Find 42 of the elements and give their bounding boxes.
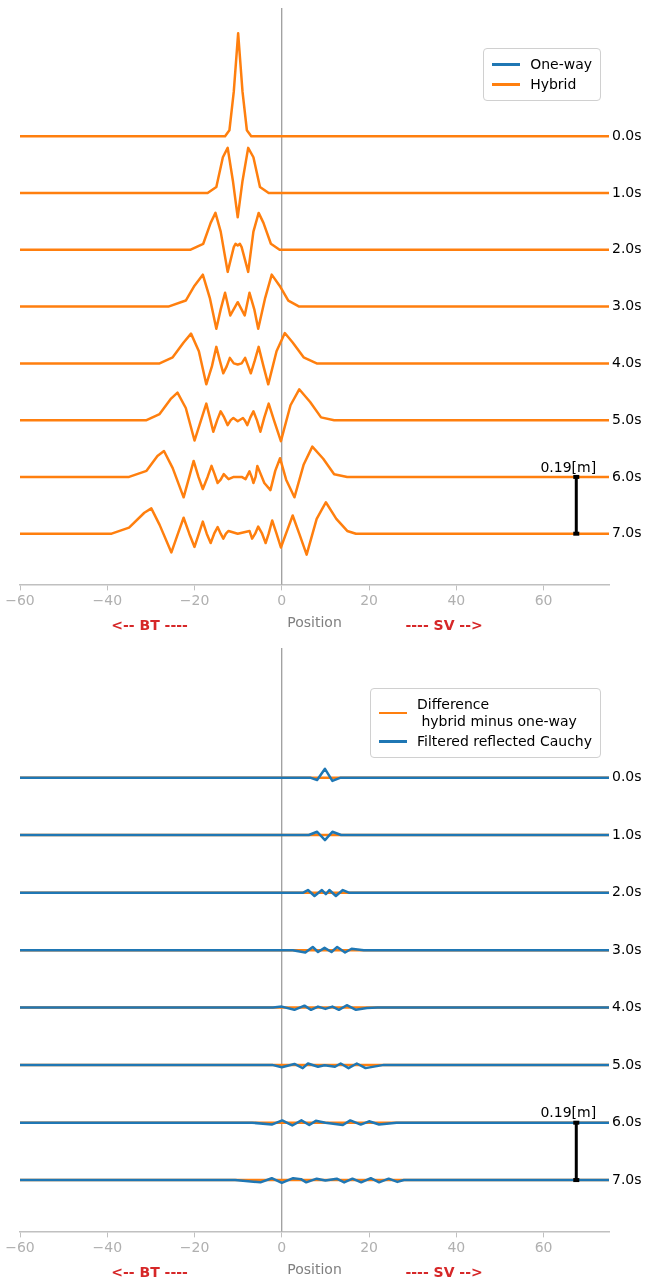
- text: 4.0s: [612, 354, 642, 371]
- legend-label: Hybrid: [530, 76, 577, 93]
- text: 7.0s: [612, 524, 642, 541]
- text: 5.0s: [612, 1055, 642, 1072]
- x-tick-label: −40: [92, 592, 123, 609]
- text: 7.0s: [612, 1170, 642, 1187]
- text: 3.0s: [612, 940, 642, 957]
- text: ---- SV -->: [405, 617, 483, 634]
- annotation: 0.19[m]: [540, 458, 597, 475]
- x-tick-label: 0: [277, 592, 287, 609]
- x-tick-label: 20: [360, 1239, 378, 1256]
- legend-label: One-way: [530, 56, 592, 73]
- text: 2.0s: [612, 240, 642, 257]
- x-tick-label: 40: [447, 1239, 466, 1256]
- x-tick-label: 60: [534, 592, 553, 609]
- text: ---- SV -->: [405, 1264, 483, 1281]
- text: 4.0s: [612, 998, 642, 1015]
- text: 0.0s: [612, 126, 642, 143]
- text: 2.0s: [612, 883, 642, 900]
- text: <-- BT ----: [111, 1264, 189, 1281]
- text: 6.0s: [612, 1113, 642, 1130]
- legend-label: Filtered reflected Cauchy: [416, 733, 592, 750]
- x-tick-label: −20: [179, 1239, 210, 1256]
- text: 1.0s: [612, 825, 642, 842]
- text: 1.0s: [612, 183, 642, 200]
- x-tick-label: 20: [360, 592, 378, 609]
- annotation: 0.19[m]: [540, 1104, 597, 1121]
- x-tick-label: 0: [277, 1239, 287, 1256]
- x-tick-label: 60: [534, 1239, 553, 1256]
- x-axis-title: Position: [287, 614, 342, 631]
- x-tick-label: −20: [179, 592, 210, 609]
- text: <-- BT ----: [111, 617, 189, 634]
- x-tick-label: −40: [92, 1239, 123, 1256]
- x-tick-label: 40: [447, 592, 466, 609]
- text: 3.0s: [612, 297, 642, 314]
- x-tick-label: −60: [5, 592, 35, 609]
- text: 0.0s: [612, 768, 642, 785]
- text: 6.0s: [612, 467, 642, 484]
- legend-label: Difference hybrid minus one-way: [416, 696, 577, 730]
- x-axis-title: Position: [287, 1261, 342, 1278]
- x-tick-label: −60: [5, 1239, 35, 1256]
- text: 5.0s: [612, 410, 642, 427]
